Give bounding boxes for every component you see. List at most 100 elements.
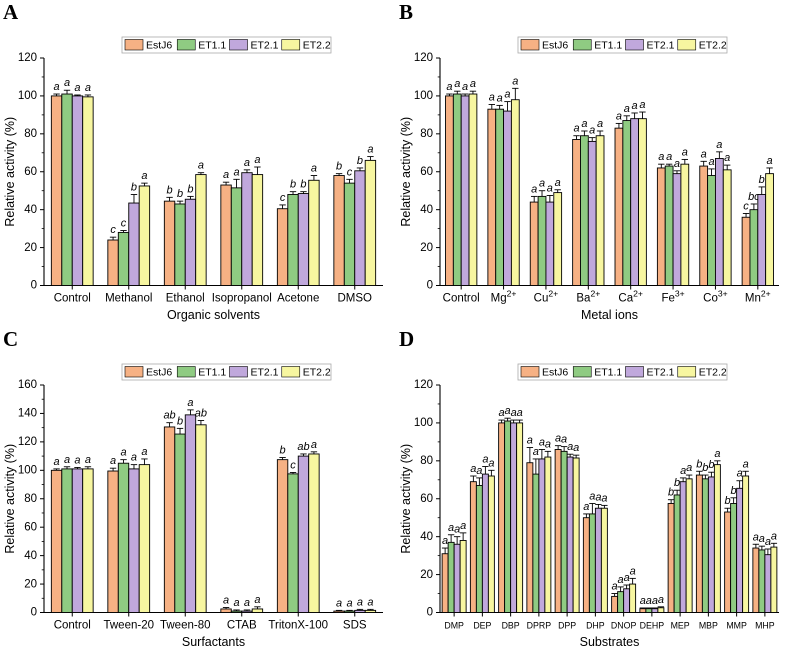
svg-text:EstJ6: EstJ6 bbox=[146, 367, 172, 379]
svg-text:a: a bbox=[531, 183, 537, 195]
svg-text:120: 120 bbox=[414, 52, 433, 64]
svg-text:a: a bbox=[573, 442, 579, 454]
svg-text:a: a bbox=[64, 454, 70, 466]
svg-text:DEP: DEP bbox=[473, 621, 491, 631]
svg-text:DMP: DMP bbox=[444, 621, 464, 631]
svg-text:a: a bbox=[254, 154, 260, 166]
svg-text:Acetone: Acetone bbox=[277, 293, 319, 305]
svg-text:a: a bbox=[223, 169, 229, 181]
svg-text:a: a bbox=[85, 454, 91, 466]
svg-text:40: 40 bbox=[24, 550, 37, 562]
svg-text:CTAB: CTAB bbox=[227, 620, 257, 632]
svg-text:120: 120 bbox=[18, 436, 37, 448]
svg-text:100: 100 bbox=[414, 90, 433, 102]
svg-text:a: a bbox=[64, 77, 70, 89]
svg-text:60: 60 bbox=[24, 166, 37, 178]
svg-text:a: a bbox=[527, 435, 533, 447]
svg-text:ET2.2: ET2.2 bbox=[699, 367, 727, 379]
svg-text:a: a bbox=[233, 597, 239, 609]
svg-text:a: a bbox=[454, 78, 460, 90]
svg-text:a: a bbox=[367, 144, 373, 156]
svg-text:a: a bbox=[539, 178, 545, 190]
svg-text:ET1.1: ET1.1 bbox=[198, 40, 226, 52]
svg-text:Surfactants: Surfactants bbox=[182, 635, 245, 649]
svg-text:b: b bbox=[759, 174, 765, 186]
svg-text:a: a bbox=[367, 596, 373, 608]
svg-text:a: a bbox=[658, 151, 664, 163]
svg-text:ET2.1: ET2.1 bbox=[647, 367, 675, 379]
svg-text:a: a bbox=[233, 166, 239, 178]
svg-text:a: a bbox=[555, 177, 561, 189]
svg-text:a: a bbox=[545, 438, 551, 450]
svg-text:Relative activity (%): Relative activity (%) bbox=[3, 117, 17, 227]
svg-text:a: a bbox=[724, 152, 730, 164]
svg-text:a: a bbox=[357, 596, 363, 608]
svg-text:a: a bbox=[488, 457, 494, 469]
svg-text:80: 80 bbox=[24, 128, 37, 140]
svg-text:a: a bbox=[223, 595, 229, 607]
svg-text:ab: ab bbox=[195, 408, 207, 420]
svg-text:a: a bbox=[54, 81, 60, 93]
svg-text:b: b bbox=[131, 182, 137, 194]
svg-text:a: a bbox=[517, 407, 523, 419]
svg-text:ET1.1: ET1.1 bbox=[594, 367, 622, 379]
svg-text:a: a bbox=[244, 157, 250, 169]
svg-text:DPP: DPP bbox=[558, 621, 576, 631]
svg-text:ET2.1: ET2.1 bbox=[251, 40, 279, 52]
svg-text:ET2.2: ET2.2 bbox=[303, 40, 331, 52]
svg-text:a: a bbox=[639, 99, 645, 111]
svg-text:a: a bbox=[470, 78, 476, 90]
svg-text:Substrates: Substrates bbox=[580, 635, 640, 649]
svg-text:a: a bbox=[254, 594, 260, 606]
svg-text:Tween-20: Tween-20 bbox=[103, 620, 154, 632]
svg-text:c: c bbox=[347, 166, 353, 178]
svg-text:a: a bbox=[716, 139, 722, 151]
svg-text:60: 60 bbox=[420, 493, 433, 505]
svg-text:20: 20 bbox=[420, 242, 433, 254]
svg-text:MMP: MMP bbox=[726, 621, 747, 631]
svg-text:DEHP: DEHP bbox=[640, 621, 665, 631]
svg-text:b: b bbox=[731, 485, 737, 497]
svg-text:ET2.1: ET2.1 bbox=[251, 367, 279, 379]
svg-text:DMSO: DMSO bbox=[338, 293, 373, 305]
svg-text:a: a bbox=[85, 82, 91, 94]
svg-text:EstJ6: EstJ6 bbox=[146, 40, 172, 52]
svg-text:c: c bbox=[121, 218, 127, 230]
svg-text:Ethanol: Ethanol bbox=[166, 293, 205, 305]
svg-text:Organic solvents: Organic solvents bbox=[167, 308, 260, 322]
svg-text:a: a bbox=[658, 594, 664, 606]
svg-text:a: a bbox=[616, 110, 622, 122]
svg-text:a: a bbox=[462, 81, 468, 93]
svg-text:a: a bbox=[714, 448, 720, 460]
svg-text:ET2.2: ET2.2 bbox=[303, 367, 331, 379]
svg-text:40: 40 bbox=[420, 531, 433, 543]
svg-text:a: a bbox=[708, 156, 714, 168]
svg-text:a: a bbox=[512, 75, 518, 87]
svg-text:a: a bbox=[624, 103, 630, 115]
svg-text:100: 100 bbox=[414, 417, 433, 429]
svg-text:20: 20 bbox=[24, 578, 37, 590]
svg-text:DHP: DHP bbox=[586, 621, 605, 631]
svg-text:c: c bbox=[110, 224, 116, 236]
svg-text:Tween-80: Tween-80 bbox=[160, 620, 211, 632]
svg-text:a: a bbox=[743, 458, 749, 470]
svg-text:A: A bbox=[3, 0, 19, 24]
svg-text:ET2.2: ET2.2 bbox=[699, 40, 727, 52]
svg-text:MEP: MEP bbox=[671, 621, 690, 631]
svg-text:b: b bbox=[177, 188, 183, 200]
svg-text:Control: Control bbox=[443, 293, 480, 305]
svg-text:ET2.1: ET2.1 bbox=[647, 40, 675, 52]
svg-text:a: a bbox=[701, 148, 707, 160]
svg-text:60: 60 bbox=[420, 166, 433, 178]
svg-text:c: c bbox=[280, 192, 286, 204]
svg-text:SDS: SDS bbox=[343, 620, 367, 632]
svg-text:a: a bbox=[346, 597, 352, 609]
svg-text:40: 40 bbox=[24, 204, 37, 216]
svg-text:Relative activity (%): Relative activity (%) bbox=[3, 444, 17, 554]
svg-text:MHP: MHP bbox=[755, 621, 775, 631]
svg-text:b: b bbox=[177, 415, 183, 427]
svg-text:a: a bbox=[442, 535, 448, 547]
svg-text:120: 120 bbox=[18, 52, 37, 64]
svg-text:a: a bbox=[244, 597, 250, 609]
svg-text:40: 40 bbox=[420, 204, 433, 216]
